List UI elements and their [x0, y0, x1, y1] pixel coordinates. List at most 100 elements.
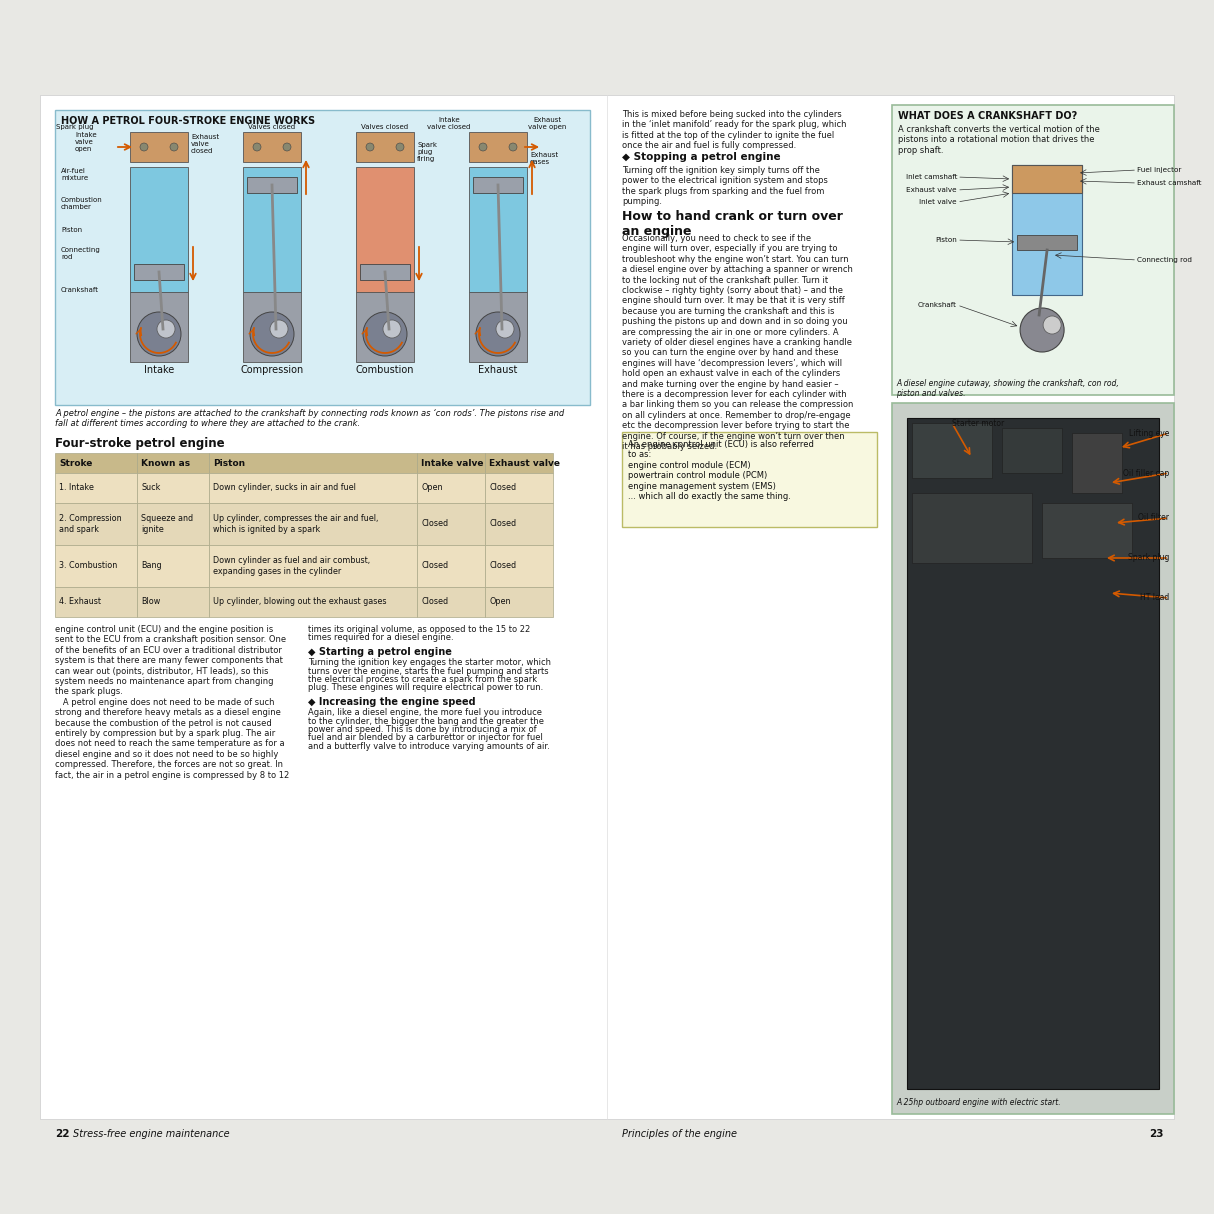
- Text: Closed: Closed: [421, 597, 448, 607]
- Text: Known as: Known as: [141, 459, 191, 467]
- Text: Piston: Piston: [212, 459, 245, 467]
- Text: Down cylinder, sucks in air and fuel: Down cylinder, sucks in air and fuel: [212, 483, 356, 493]
- Text: Turning the ignition key engages the starter motor, which: Turning the ignition key engages the sta…: [308, 658, 551, 666]
- FancyBboxPatch shape: [209, 545, 416, 588]
- Circle shape: [509, 143, 517, 151]
- Text: Four-stroke petrol engine: Four-stroke petrol engine: [55, 437, 225, 450]
- Text: A crankshaft converts the vertical motion of the
pistons into a rotational motio: A crankshaft converts the vertical motio…: [898, 125, 1100, 155]
- Text: times its original volume, as opposed to the 15 to 22: times its original volume, as opposed to…: [308, 625, 531, 634]
- FancyBboxPatch shape: [137, 545, 209, 588]
- FancyBboxPatch shape: [361, 263, 410, 280]
- FancyBboxPatch shape: [209, 473, 416, 503]
- Text: Closed: Closed: [489, 483, 516, 493]
- Text: Spark plug: Spark plug: [1128, 554, 1169, 562]
- Text: Crankshaft: Crankshaft: [61, 287, 100, 293]
- Text: and a butterfly valve to introduce varying amounts of air.: and a butterfly valve to introduce varyi…: [308, 742, 550, 751]
- Circle shape: [480, 143, 487, 151]
- FancyBboxPatch shape: [416, 453, 486, 473]
- Text: A 25hp outboard engine with electric start.: A 25hp outboard engine with electric sta…: [896, 1097, 1061, 1107]
- FancyBboxPatch shape: [1017, 236, 1077, 250]
- Text: A diesel engine cutaway, showing the crankshaft, con rod,
piston and valves.: A diesel engine cutaway, showing the cra…: [896, 379, 1119, 398]
- Text: plug. These engines will require electrical power to run.: plug. These engines will require electri…: [308, 683, 543, 692]
- Text: Connecting
rod: Connecting rod: [61, 246, 101, 260]
- FancyBboxPatch shape: [486, 473, 554, 503]
- FancyBboxPatch shape: [1012, 165, 1082, 295]
- Text: This is mixed before being sucked into the cylinders
in the ‘inlet manifold’ rea: This is mixed before being sucked into t…: [622, 110, 846, 151]
- Text: Exhaust
gases: Exhaust gases: [531, 152, 558, 165]
- Text: Stress-free engine maintenance: Stress-free engine maintenance: [73, 1129, 229, 1139]
- Text: power and speed. This is done by introducing a mix of: power and speed. This is done by introdu…: [308, 725, 537, 734]
- FancyBboxPatch shape: [243, 168, 301, 293]
- Text: Piston: Piston: [935, 237, 957, 243]
- Text: ◆ Starting a petrol engine: ◆ Starting a petrol engine: [308, 647, 452, 657]
- Text: times required for a diesel engine.: times required for a diesel engine.: [308, 634, 454, 642]
- Text: Exhaust valve: Exhaust valve: [489, 459, 560, 467]
- FancyBboxPatch shape: [55, 503, 137, 545]
- Circle shape: [250, 312, 294, 356]
- Text: fuel and air blended by a carburettor or injector for fuel: fuel and air blended by a carburettor or…: [308, 733, 543, 743]
- Circle shape: [382, 320, 401, 337]
- Text: Starter motor: Starter motor: [952, 419, 1004, 427]
- FancyBboxPatch shape: [130, 168, 188, 293]
- Text: Open: Open: [421, 483, 442, 493]
- FancyBboxPatch shape: [134, 263, 185, 280]
- Circle shape: [137, 312, 181, 356]
- Text: 2. Compression
and spark: 2. Compression and spark: [59, 515, 121, 534]
- Text: Closed: Closed: [489, 562, 516, 571]
- Text: Closed: Closed: [421, 562, 448, 571]
- Text: HT lead: HT lead: [1140, 594, 1169, 602]
- Circle shape: [396, 143, 404, 151]
- Text: to the cylinder, the bigger the bang and the greater the: to the cylinder, the bigger the bang and…: [308, 716, 544, 726]
- Text: 23: 23: [1150, 1129, 1164, 1139]
- Text: Intake valve: Intake valve: [421, 459, 483, 467]
- Circle shape: [476, 312, 520, 356]
- Circle shape: [253, 143, 261, 151]
- Text: Occasionally, you need to check to see if the
engine will turn over, especially : Occasionally, you need to check to see i…: [622, 234, 853, 450]
- Text: Up cylinder, compresses the air and fuel,
which is ignited by a spark: Up cylinder, compresses the air and fuel…: [212, 515, 379, 534]
- FancyBboxPatch shape: [1012, 165, 1082, 193]
- Text: Exhaust camshaft: Exhaust camshaft: [1138, 180, 1202, 186]
- FancyBboxPatch shape: [416, 503, 486, 545]
- Text: Exhaust: Exhaust: [478, 365, 517, 375]
- Text: Inlet valve: Inlet valve: [919, 199, 957, 205]
- Text: A petrol engine – the pistons are attached to the crankshaft by connecting rods : A petrol engine – the pistons are attach…: [55, 409, 565, 429]
- FancyBboxPatch shape: [473, 177, 523, 193]
- Text: Intake
valve
open: Intake valve open: [75, 132, 97, 152]
- FancyBboxPatch shape: [416, 588, 486, 617]
- Text: Oil filter: Oil filter: [1138, 514, 1169, 522]
- Text: Piston: Piston: [61, 227, 83, 233]
- FancyBboxPatch shape: [1072, 433, 1122, 493]
- Text: Suck: Suck: [141, 483, 160, 493]
- Text: Exhaust valve: Exhaust valve: [907, 187, 957, 193]
- FancyBboxPatch shape: [209, 503, 416, 545]
- Circle shape: [270, 320, 288, 337]
- Text: Valves closed: Valves closed: [362, 124, 409, 130]
- FancyBboxPatch shape: [469, 168, 527, 293]
- Text: Combustion: Combustion: [356, 365, 414, 375]
- FancyBboxPatch shape: [55, 453, 137, 473]
- FancyBboxPatch shape: [137, 473, 209, 503]
- FancyBboxPatch shape: [356, 132, 414, 161]
- Circle shape: [1043, 316, 1061, 334]
- Text: Turning off the ignition key simply turns off the
power to the electrical igniti: Turning off the ignition key simply turn…: [622, 166, 828, 206]
- FancyBboxPatch shape: [892, 104, 1174, 395]
- Text: Bang: Bang: [141, 562, 161, 571]
- FancyBboxPatch shape: [137, 588, 209, 617]
- FancyBboxPatch shape: [469, 132, 527, 161]
- Text: Blow: Blow: [141, 597, 160, 607]
- FancyBboxPatch shape: [55, 588, 137, 617]
- FancyBboxPatch shape: [137, 503, 209, 545]
- Text: Oil filler cap: Oil filler cap: [1123, 469, 1169, 477]
- Text: Down cylinder as fuel and air combust,
expanding gases in the cylinder: Down cylinder as fuel and air combust, e…: [212, 556, 370, 575]
- FancyBboxPatch shape: [1042, 503, 1131, 558]
- Text: 22: 22: [55, 1129, 69, 1139]
- FancyBboxPatch shape: [486, 453, 554, 473]
- Text: Stroke: Stroke: [59, 459, 92, 467]
- FancyBboxPatch shape: [55, 110, 590, 405]
- Text: Spark
plug
firing: Spark plug firing: [416, 142, 437, 161]
- Text: engine control unit (ECU) and the engine position is
sent to the ECU from a cran: engine control unit (ECU) and the engine…: [55, 625, 289, 779]
- Circle shape: [157, 320, 175, 337]
- FancyBboxPatch shape: [469, 293, 527, 362]
- Text: Principles of the engine: Principles of the engine: [622, 1129, 737, 1139]
- Text: Lifting eye: Lifting eye: [1129, 429, 1169, 437]
